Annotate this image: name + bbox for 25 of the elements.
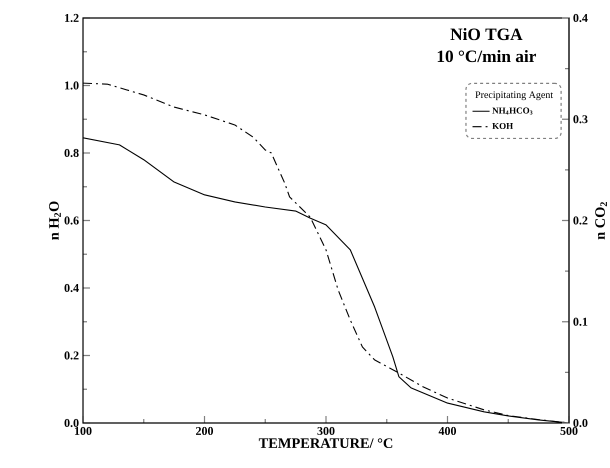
y2-tick-label: 0.1 [573,318,588,326]
y-tick-label: 1.0 [65,81,79,90]
legend-title: Precipitating Agent [475,91,554,100]
x-tick-label: 300 [317,426,335,436]
x-tick-label: 500 [560,426,578,436]
y-tick-label: 0.8 [64,148,79,158]
y2-tick-label: 0.2 [573,216,588,225]
y2-tick-label: 0.3 [573,115,588,124]
y-tick-label: 0.6 [64,216,79,225]
x-tick-label: 100 [74,426,92,436]
y2-tick-label: 0.0 [573,418,588,428]
legend-label: KOH [492,122,513,130]
text: 10 °C/min air [438,50,536,62]
y2-axis-title: n CO$_{2}$ [595,202,607,240]
x-tick-label: 400 [438,426,456,436]
chart-title: NiO TGA [450,28,522,40]
y-tick-label: 1.2 [65,14,79,22]
y-tick-label: 0.4 [64,284,79,292]
y2-tick-label: 0.4 [573,14,588,22]
y-tick-label: 0.2 [64,351,79,360]
y-axis-title: n H$_{2}$O [49,201,61,240]
legend-label: NH$_{4}$HCO$_{3}$ [492,108,532,115]
x-axis-title: TEMPERATURE/ °C [258,438,392,448]
y-tick-label: 0.0 [64,418,79,428]
x-tick-label: 200 [196,426,214,436]
